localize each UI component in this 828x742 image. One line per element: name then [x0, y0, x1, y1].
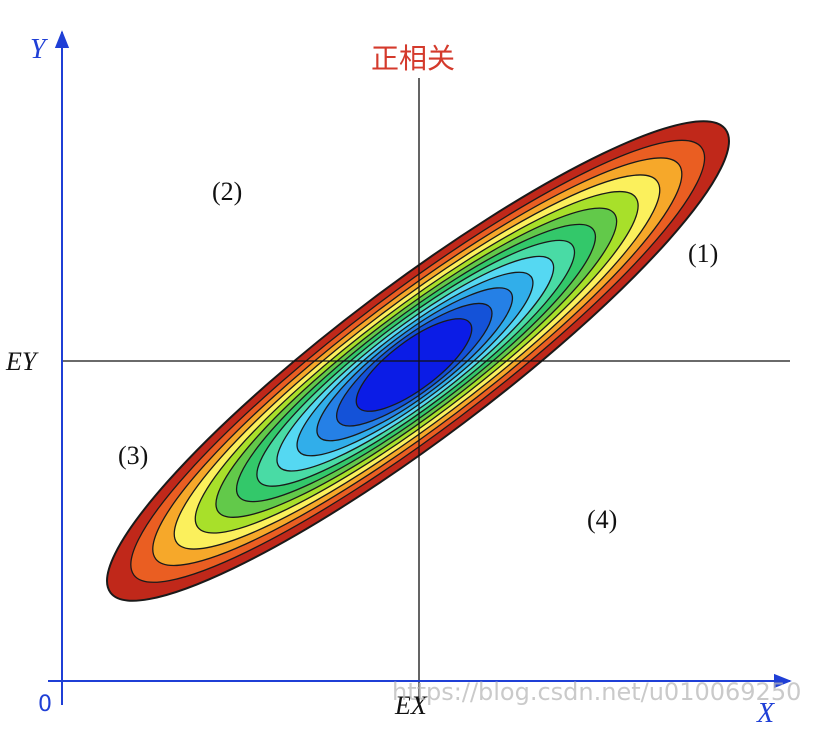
watermark: https://blog.csdn.net/u010069250: [392, 678, 801, 706]
region-label-1: (1): [688, 239, 718, 268]
region-label-3: (3): [118, 441, 148, 470]
y-axis-label: Y: [30, 34, 49, 65]
mean-x-label: EX: [394, 691, 428, 720]
origin-label: 0: [38, 692, 52, 717]
region-label-2: (2): [212, 177, 242, 206]
contour-ellipse-13: [355, 318, 473, 412]
region-label-4: (4): [587, 505, 617, 534]
diagram-title: 正相关: [371, 42, 455, 75]
x-axis-label: X: [756, 698, 775, 729]
contour-ellipses: [106, 120, 730, 602]
mean-y-label: EY: [5, 347, 39, 376]
